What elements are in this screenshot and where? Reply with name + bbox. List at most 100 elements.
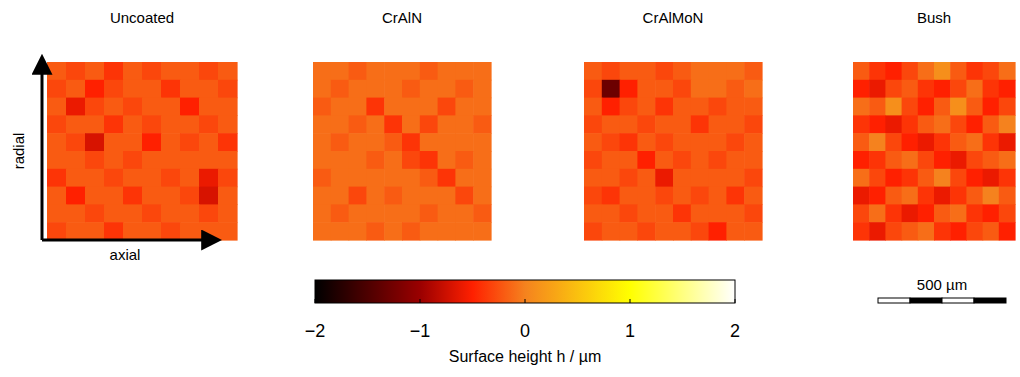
cell: [180, 187, 200, 205]
cell: [455, 151, 473, 169]
cell: [402, 133, 420, 151]
cell: [620, 133, 638, 151]
cell: [349, 187, 367, 205]
cell: [218, 115, 238, 133]
cell: [66, 115, 86, 133]
cell: [637, 187, 655, 205]
cell: [902, 169, 919, 187]
cell: [104, 187, 124, 205]
cell: [402, 169, 420, 187]
cell: [123, 80, 143, 98]
cell: [934, 98, 951, 116]
cell: [123, 222, 143, 240]
cell: [331, 187, 349, 205]
cell: [473, 80, 491, 98]
cell: [349, 222, 367, 240]
cell: [950, 187, 967, 205]
cell: [438, 151, 456, 169]
cell: [584, 98, 602, 116]
cell: [85, 169, 105, 187]
cell: [885, 169, 902, 187]
cell: [161, 204, 181, 222]
cell: [123, 187, 143, 205]
scale-bar: [974, 298, 1006, 303]
colorbar-tick: [315, 299, 316, 303]
cell: [104, 222, 124, 240]
cell: [869, 133, 886, 151]
cell: [420, 187, 438, 205]
cell: [366, 151, 384, 169]
cell: [885, 222, 902, 240]
cell: [142, 98, 162, 116]
cell: [85, 115, 105, 133]
cell: [85, 80, 105, 98]
cell: [885, 187, 902, 205]
cell: [104, 204, 124, 222]
cell: [584, 151, 602, 169]
cell: [602, 98, 620, 116]
cell: [709, 169, 727, 187]
cell: [602, 80, 620, 98]
cell: [402, 187, 420, 205]
cell: [673, 204, 691, 222]
cell: [902, 98, 919, 116]
colorbar-tick-label: −1: [410, 321, 431, 341]
cell: [620, 204, 638, 222]
cell: [142, 169, 162, 187]
cell: [999, 133, 1016, 151]
cell: [180, 98, 200, 116]
cell: [673, 187, 691, 205]
cell: [313, 98, 331, 116]
cell: [934, 151, 951, 169]
cell: [123, 133, 143, 151]
cell: [313, 169, 331, 187]
colorbar-tick: [735, 299, 736, 303]
cell: [331, 222, 349, 240]
cell: [726, 133, 744, 151]
cell: [420, 222, 438, 240]
cell: [691, 62, 709, 80]
cell: [637, 62, 655, 80]
cell: [673, 169, 691, 187]
cell: [384, 115, 402, 133]
cell: [934, 133, 951, 151]
cell: [66, 151, 86, 169]
cell: [199, 62, 219, 80]
cell: [218, 62, 238, 80]
cell: [384, 80, 402, 98]
cell: [180, 115, 200, 133]
cell: [366, 115, 384, 133]
cell: [691, 187, 709, 205]
cell: [673, 133, 691, 151]
cell: [331, 115, 349, 133]
cell: [726, 222, 744, 240]
cell: [584, 187, 602, 205]
cell: [709, 133, 727, 151]
cell: [85, 187, 105, 205]
cell: [709, 62, 727, 80]
cell: [123, 98, 143, 116]
cell: [584, 80, 602, 98]
cell: [637, 204, 655, 222]
cell: [455, 98, 473, 116]
cell: [199, 80, 219, 98]
cell: [104, 115, 124, 133]
scale-bar-label: 500 µm: [917, 276, 967, 293]
cell: [966, 62, 983, 80]
cell: [313, 115, 331, 133]
cell: [66, 80, 86, 98]
cell: [966, 151, 983, 169]
cell: [455, 187, 473, 205]
cell: [983, 222, 1000, 240]
cell: [744, 204, 762, 222]
cell: [438, 187, 456, 205]
cell: [584, 204, 602, 222]
cell: [473, 133, 491, 151]
radial-arrow: [41, 58, 44, 240]
cell: [934, 169, 951, 187]
cell: [744, 151, 762, 169]
cell: [199, 151, 219, 169]
cell: [180, 80, 200, 98]
cell: [983, 80, 1000, 98]
cell: [85, 62, 105, 80]
